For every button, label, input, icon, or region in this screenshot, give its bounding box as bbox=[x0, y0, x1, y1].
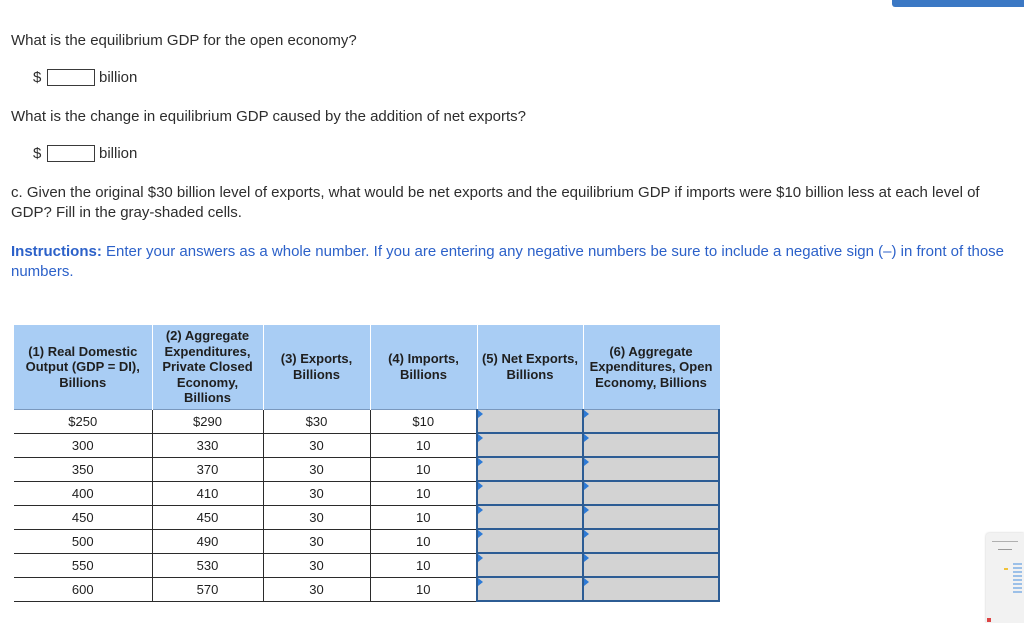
gdp-cell: 550 bbox=[14, 553, 153, 578]
imports-cell: 10 bbox=[370, 457, 478, 482]
part-c-question: c. Given the original $30 billion level … bbox=[11, 184, 980, 221]
gdp-cell: 450 bbox=[14, 505, 153, 530]
exports-cell: $30 bbox=[263, 408, 371, 434]
exports-cell: 30 bbox=[263, 529, 371, 554]
instructions-label: Instructions: bbox=[11, 243, 102, 260]
imports-cell: 10 bbox=[370, 505, 478, 530]
header-ae-closed: (2) Aggregate Expenditures, Private Clos… bbox=[152, 325, 264, 409]
gdp-cell: 500 bbox=[14, 529, 153, 554]
answer-row-equilibrium: $ billion bbox=[33, 69, 137, 86]
gdp-cell: 300 bbox=[14, 433, 153, 458]
ae-closed-cell: 490 bbox=[152, 529, 264, 554]
imports-cell: $10 bbox=[370, 408, 478, 434]
table-header-row: (1) Real Domestic Output (GDP = DI), Bil… bbox=[14, 325, 720, 409]
header-net-exports: (5) Net Exports, Billions bbox=[477, 325, 584, 409]
net-exports-input[interactable] bbox=[476, 504, 584, 530]
ae-open-input[interactable] bbox=[582, 504, 720, 530]
top-action-bar[interactable] bbox=[892, 0, 1024, 7]
net-exports-input[interactable] bbox=[476, 552, 584, 578]
exports-cell: 30 bbox=[263, 577, 371, 602]
unit-label: billion bbox=[99, 69, 138, 86]
ae-closed-cell: 570 bbox=[152, 577, 264, 602]
ae-closed-cell: 530 bbox=[152, 553, 264, 578]
exports-cell: 30 bbox=[263, 433, 371, 458]
instructions-text: Enter your answers as a whole number. If… bbox=[11, 243, 1005, 280]
thumbnail-table-preview bbox=[1013, 563, 1022, 593]
instructions: Instructions: Enter your answers as a wh… bbox=[11, 242, 1016, 281]
table-row: 600 570 30 10 bbox=[14, 576, 720, 602]
ae-open-input[interactable] bbox=[582, 432, 720, 458]
exports-cell: 30 bbox=[263, 553, 371, 578]
dollar-sign: $ bbox=[33, 69, 42, 86]
ae-open-input[interactable] bbox=[582, 576, 720, 602]
unit-label: billion bbox=[99, 145, 138, 162]
ae-closed-cell: 330 bbox=[152, 433, 264, 458]
question-change-gdp: What is the change in equilibrium GDP ca… bbox=[11, 108, 527, 125]
ae-open-input[interactable] bbox=[582, 552, 720, 578]
header-real-domestic-output: (1) Real Domestic Output (GDP = DI), Bil… bbox=[14, 325, 153, 409]
ae-closed-cell: 370 bbox=[152, 457, 264, 482]
table-row: 350 370 30 10 bbox=[14, 456, 720, 482]
net-exports-input[interactable] bbox=[476, 480, 584, 506]
header-ae-open: (6) Aggregate Expenditures, Open Economy… bbox=[583, 325, 720, 409]
header-imports: (4) Imports, Billions bbox=[370, 325, 478, 409]
net-exports-input[interactable] bbox=[476, 456, 584, 482]
thumbnail-line bbox=[992, 541, 1018, 542]
thumbnail-line bbox=[998, 549, 1012, 550]
imports-cell: 10 bbox=[370, 577, 478, 602]
net-exports-input[interactable] bbox=[476, 408, 584, 434]
exports-cell: 30 bbox=[263, 481, 371, 506]
gdp-cell: 400 bbox=[14, 481, 153, 506]
dollar-sign: $ bbox=[33, 145, 42, 162]
question-equilibrium-gdp: What is the equilibrium GDP for the open… bbox=[11, 32, 357, 49]
ae-open-input[interactable] bbox=[582, 456, 720, 482]
change-gdp-input[interactable] bbox=[47, 145, 95, 162]
gdp-cell: 350 bbox=[14, 457, 153, 482]
table-row: 500 490 30 10 bbox=[14, 528, 720, 554]
net-exports-input[interactable] bbox=[476, 528, 584, 554]
table-row: 550 530 30 10 bbox=[14, 552, 720, 578]
imports-cell: 10 bbox=[370, 481, 478, 506]
gdp-table: (1) Real Domestic Output (GDP = DI), Bil… bbox=[14, 325, 720, 602]
page-thumbnail-preview[interactable] bbox=[986, 533, 1024, 623]
net-exports-input[interactable] bbox=[476, 432, 584, 458]
ae-closed-cell: $290 bbox=[152, 408, 264, 434]
ae-open-input[interactable] bbox=[582, 528, 720, 554]
equilibrium-gdp-input[interactable] bbox=[47, 69, 95, 86]
table-row: $250 $290 $30 $10 bbox=[14, 408, 720, 434]
answer-row-change: $ billion bbox=[33, 145, 137, 162]
exports-cell: 30 bbox=[263, 457, 371, 482]
table-row: 450 450 30 10 bbox=[14, 504, 720, 530]
gdp-cell: $250 bbox=[14, 408, 153, 434]
ae-closed-cell: 410 bbox=[152, 481, 264, 506]
gdp-cell: 600 bbox=[14, 577, 153, 602]
imports-cell: 10 bbox=[370, 433, 478, 458]
table-row: 300 330 30 10 bbox=[14, 432, 720, 458]
ae-open-input[interactable] bbox=[582, 480, 720, 506]
header-exports: (3) Exports, Billions bbox=[263, 325, 371, 409]
ae-closed-cell: 450 bbox=[152, 505, 264, 530]
ae-open-input[interactable] bbox=[582, 408, 720, 434]
imports-cell: 10 bbox=[370, 529, 478, 554]
table-row: 400 410 30 10 bbox=[14, 480, 720, 506]
net-exports-input[interactable] bbox=[476, 576, 584, 602]
thumbnail-marker-icon bbox=[987, 618, 991, 622]
imports-cell: 10 bbox=[370, 553, 478, 578]
exports-cell: 30 bbox=[263, 505, 371, 530]
thumbnail-highlight bbox=[1004, 568, 1008, 570]
